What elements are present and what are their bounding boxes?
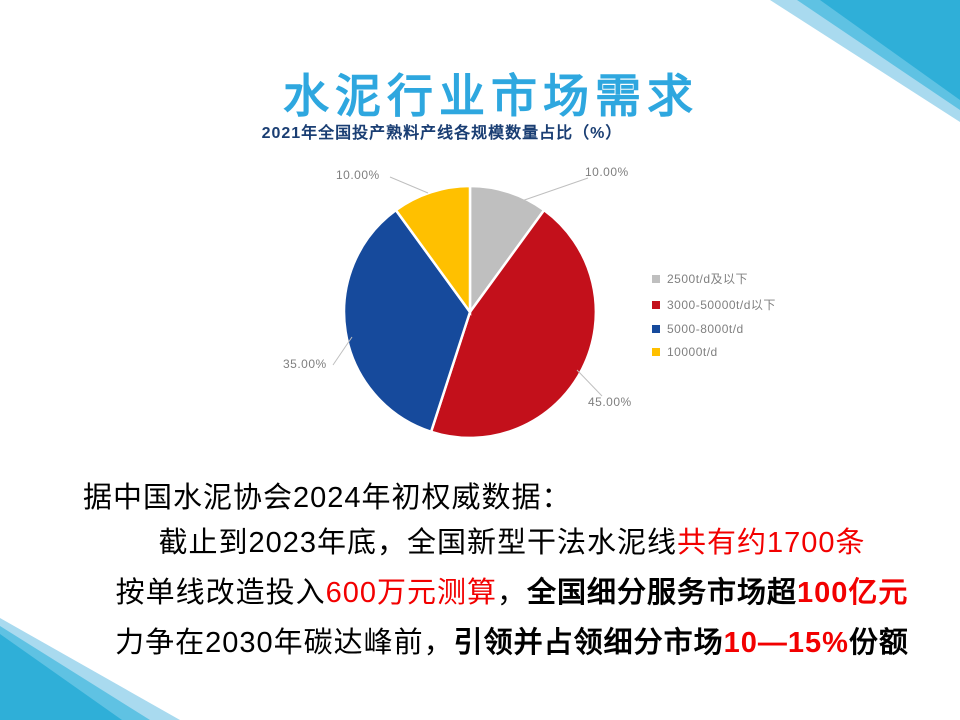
body-text-bold: 全国细分服务市场超 [527, 577, 798, 609]
body-text: ， [496, 577, 527, 609]
leader-line-yellow [389, 176, 429, 194]
page-title: 水泥行业市场需求 [283, 70, 699, 122]
pie-slice [394, 184, 472, 316]
pie-slice [429, 208, 598, 440]
pie-data-label-2500td: 10.00% [585, 165, 629, 179]
pie-data-label-10000td: 10.00% [336, 168, 380, 182]
leader-line-red [576, 369, 603, 397]
body-text: 力争在2030年碳达峰前， [115, 627, 454, 659]
body-text-highlight: 10—15% [723, 627, 849, 659]
legend-item: 10000t/d [652, 345, 776, 359]
legend-swatch-yellow [652, 348, 660, 356]
legend-swatch-blue [652, 325, 660, 333]
legend-label: 3000-50000t/d以下 [667, 298, 776, 312]
pie-slice [342, 208, 472, 434]
legend-swatch-red [652, 300, 660, 309]
legend-item: 3000-50000t/d以下 [652, 296, 776, 313]
legend-label: 10000t/d [667, 345, 718, 359]
legend-label: 5000-8000t/d [667, 322, 744, 336]
leader-line-gray [509, 177, 589, 206]
pie-slices [342, 184, 598, 440]
body-line-capacity: 截止到2023年底，全国新型干法水泥线共有约1700条 [64, 519, 960, 561]
legend-swatch-gray [652, 274, 660, 283]
body-text: 据中国水泥协会2024年初权威数据： [83, 482, 572, 514]
body-text-highlight: 100亿元 [797, 577, 909, 609]
chart-legend: 2500t/d及以下 3000-50000t/d以下 5000-8000t/d … [652, 270, 776, 368]
body-text: 截止到2023年底，全国新型干法水泥线 [158, 527, 677, 559]
legend-item: 5000-8000t/d [652, 322, 776, 336]
body-text-bold: 份额 [848, 627, 909, 659]
body-line-goal: 力争在2030年碳达峰前，引领并占领细分市场10—15%份额 [64, 619, 960, 661]
pie-slice [468, 184, 546, 316]
body-line-market: 按单线改造投入600万元测算，全国细分服务市场超100亿元 [64, 569, 960, 611]
legend-item: 2500t/d及以下 [652, 270, 776, 287]
body-text-highlight: 共有约1700条 [677, 527, 866, 559]
pie-data-label-5000-8000td: 35.00% [283, 357, 327, 371]
body-line-source: 据中国水泥协会2024年初权威数据： [83, 474, 572, 516]
body-text-highlight: 600万元测算 [325, 577, 497, 609]
chart-title: 2021年全国投产熟料产线各规模数量占比（%） [261, 125, 623, 142]
legend-label: 2500t/d及以下 [667, 272, 749, 286]
body-text-bold: 引领并占领细分市场 [453, 627, 724, 659]
pie-chart [332, 176, 603, 440]
body-text: 按单线改造投入 [115, 577, 326, 609]
leader-line-blue [332, 336, 353, 366]
pie-data-label-3000-50000td: 45.00% [588, 395, 632, 409]
